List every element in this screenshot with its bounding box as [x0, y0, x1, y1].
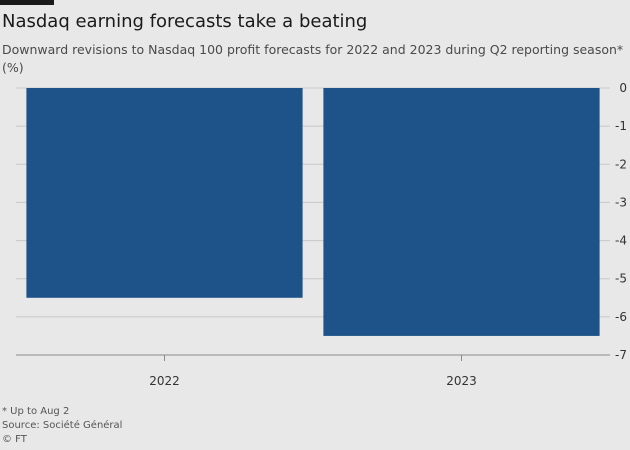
chart-footer: * Up to Aug 2 Source: Société Général © … [2, 405, 122, 447]
y-tick-label: -5 [615, 272, 627, 286]
chart-subtitle: Downward revisions to Nasdaq 100 profit … [2, 41, 627, 77]
y-tick-label: -4 [615, 234, 627, 248]
x-axis-labels: 2022 2023 [149, 374, 477, 388]
source-note: Source: Société Général [2, 420, 123, 431]
x-axis-ticks [164, 355, 462, 361]
x-tick-label: 2022 [149, 374, 180, 388]
ft-credit: © FT [2, 434, 27, 445]
y-tick-label: -7 [615, 348, 627, 362]
chart-title: Nasdaq earning forecasts take a beating [2, 11, 368, 32]
y-tick-label: -2 [615, 157, 627, 171]
unit-label: (%) [2, 60, 24, 75]
bars [26, 88, 600, 336]
y-tick-label: -3 [615, 195, 627, 209]
bar-2023 [323, 88, 600, 336]
bar-2022 [26, 88, 303, 298]
subtitle-text: Downward revisions to Nasdaq 100 profit … [2, 42, 624, 57]
y-tick-label: -6 [615, 310, 627, 324]
y-axis-labels: 0 -1 -2 -3 -4 -5 -6 -7 [615, 81, 627, 362]
footnote: * Up to Aug 2 [2, 406, 70, 417]
brand-rule [0, 0, 54, 5]
y-tick-label: 0 [619, 81, 627, 95]
y-tick-label: -1 [615, 119, 627, 133]
x-tick-label: 2023 [446, 374, 477, 388]
